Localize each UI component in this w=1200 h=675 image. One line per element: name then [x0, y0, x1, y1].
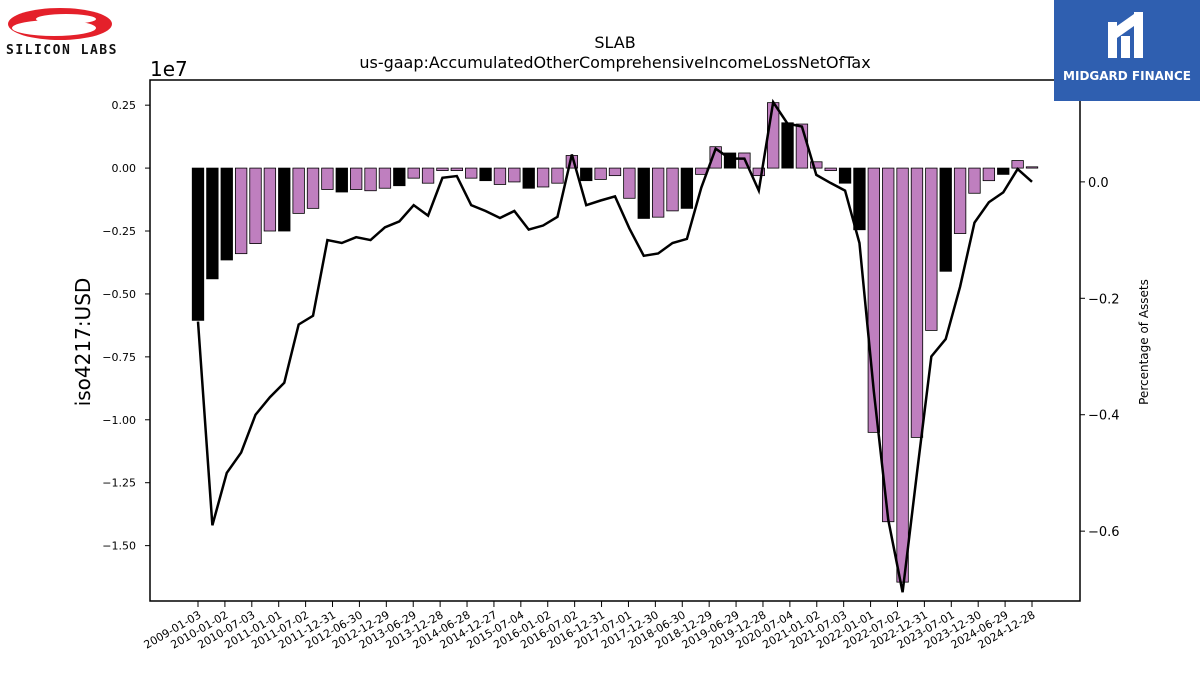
bar — [321, 167, 334, 190]
y2-tick-label: −0.4 — [1088, 409, 1120, 424]
bar — [810, 161, 823, 169]
y-tick-label: −1.25 — [102, 477, 136, 490]
bar — [723, 152, 737, 169]
bar — [623, 167, 636, 199]
bar — [350, 167, 363, 190]
y2-tick-label: −0.2 — [1088, 292, 1120, 307]
bar — [939, 167, 952, 272]
y2-tick-label: 0.0 — [1088, 176, 1109, 191]
bar-group — [191, 102, 1039, 583]
bar — [824, 167, 837, 172]
bar — [191, 167, 205, 321]
y-tick-label: −0.75 — [102, 351, 136, 364]
bar — [249, 167, 262, 244]
y2-axis-label: Percentage of Assets — [1137, 279, 1151, 405]
bar — [752, 167, 765, 177]
bar — [479, 167, 492, 182]
bar — [982, 167, 996, 182]
plot-frame — [149, 79, 1081, 602]
bar — [666, 167, 679, 212]
y-tick-label: 0.00 — [112, 162, 137, 175]
midgard-finance-badge: MIDGARD FINANCE — [1054, 0, 1200, 101]
y-axis-left: 0.25 0.00 −0.25 −0.50 −0.75 −1.00 −1.25 −1.50 — [102, 99, 150, 553]
y-offset-text: 1e7 — [150, 57, 188, 81]
bar — [493, 167, 507, 185]
bar — [407, 167, 420, 179]
y-tick-label: −1.00 — [102, 414, 136, 427]
bar — [910, 167, 924, 438]
y-axis-label: iso4217:USD — [71, 278, 95, 407]
bar — [206, 167, 219, 280]
bar — [1025, 166, 1039, 169]
percent-of-assets-line — [196, 98, 1033, 593]
y-tick-label: 0.25 — [112, 99, 137, 112]
bar — [997, 167, 1010, 175]
bar — [292, 167, 305, 214]
bar — [278, 167, 291, 232]
bar — [767, 102, 780, 169]
bar — [709, 146, 722, 169]
bar — [925, 167, 938, 331]
y2-tick-label: −0.6 — [1088, 525, 1120, 540]
midgard-monogram-icon — [1108, 12, 1143, 58]
silicon-labs-logo — [8, 8, 112, 40]
bar — [522, 167, 535, 189]
bar — [263, 167, 277, 232]
bar — [594, 167, 607, 180]
bar — [436, 167, 449, 172]
bar — [882, 167, 895, 523]
y-tick-label: −0.25 — [102, 225, 136, 238]
y-tick-label: −1.50 — [102, 540, 136, 553]
chart-subtitle: us-gaap:AccumulatedOtherComprehensiveInc… — [359, 53, 870, 72]
midgard-finance-text: MIDGARD FINANCE — [1063, 69, 1191, 83]
silicon-labs-logo-text: SILICON LABS — [6, 43, 118, 58]
bar — [378, 167, 392, 189]
bar — [551, 167, 564, 184]
y-axis-right: 0.0 −0.2 −0.4 −0.6 — [1080, 176, 1120, 540]
bar — [953, 167, 967, 234]
bar — [651, 167, 665, 218]
bar — [335, 167, 348, 193]
bar — [838, 167, 852, 184]
bar — [465, 167, 478, 179]
bar — [536, 167, 550, 188]
bar — [364, 167, 377, 192]
bar — [508, 167, 521, 183]
bar — [580, 167, 593, 182]
bar — [637, 167, 650, 219]
x-axis: 2009-01-032010-01-022010-07-032011-01-01… — [142, 601, 1038, 652]
bar — [968, 167, 981, 194]
bar — [853, 167, 866, 231]
bar — [1011, 160, 1024, 169]
bar — [896, 167, 909, 583]
bar — [220, 167, 233, 261]
bar — [234, 167, 248, 255]
bar — [781, 122, 794, 169]
bar — [867, 167, 880, 433]
chart-title: SLAB — [594, 33, 635, 52]
bar — [680, 167, 694, 209]
bar — [306, 167, 320, 209]
bar — [608, 167, 622, 177]
bar — [393, 167, 406, 187]
bar — [421, 167, 435, 184]
bar — [450, 167, 463, 172]
y-tick-label: −0.50 — [102, 288, 136, 301]
